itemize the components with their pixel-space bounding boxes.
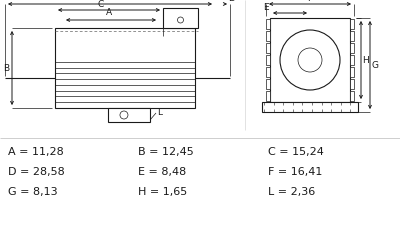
Text: B: B — [3, 63, 9, 72]
Bar — [350, 19, 354, 29]
Bar — [266, 91, 270, 101]
Text: F: F — [308, 0, 312, 3]
Bar — [108, 108, 150, 122]
Text: H = 1,65: H = 1,65 — [138, 187, 187, 197]
Bar — [350, 91, 354, 101]
Bar — [350, 31, 354, 41]
Text: D: D — [228, 0, 235, 3]
Bar — [266, 43, 270, 53]
Circle shape — [120, 111, 128, 119]
Text: A: A — [106, 8, 112, 17]
Bar — [266, 79, 270, 89]
Bar — [163, 8, 198, 28]
Bar — [262, 102, 358, 112]
Text: L = 2,36: L = 2,36 — [268, 187, 315, 197]
Text: E: E — [263, 3, 269, 12]
Circle shape — [298, 48, 322, 72]
Text: G: G — [372, 61, 379, 69]
Text: G = 8,13: G = 8,13 — [8, 187, 58, 197]
Bar — [266, 67, 270, 77]
Text: E = 8,48: E = 8,48 — [138, 167, 186, 177]
Text: C = 15,24: C = 15,24 — [268, 147, 324, 157]
Bar — [350, 67, 354, 77]
Text: A = 11,28: A = 11,28 — [8, 147, 64, 157]
Circle shape — [280, 30, 340, 90]
Bar — [266, 31, 270, 41]
Bar — [270, 18, 350, 102]
Bar — [350, 79, 354, 89]
Text: F = 16,41: F = 16,41 — [268, 167, 322, 177]
Text: C: C — [98, 0, 104, 9]
Text: B = 12,45: B = 12,45 — [138, 147, 194, 157]
Text: H: H — [362, 56, 369, 64]
Bar — [266, 55, 270, 65]
Circle shape — [178, 17, 184, 23]
Text: L: L — [157, 108, 162, 117]
Bar — [350, 55, 354, 65]
Bar — [266, 19, 270, 29]
Bar — [350, 43, 354, 53]
Text: D = 28,58: D = 28,58 — [8, 167, 65, 177]
Bar — [55, 28, 195, 108]
